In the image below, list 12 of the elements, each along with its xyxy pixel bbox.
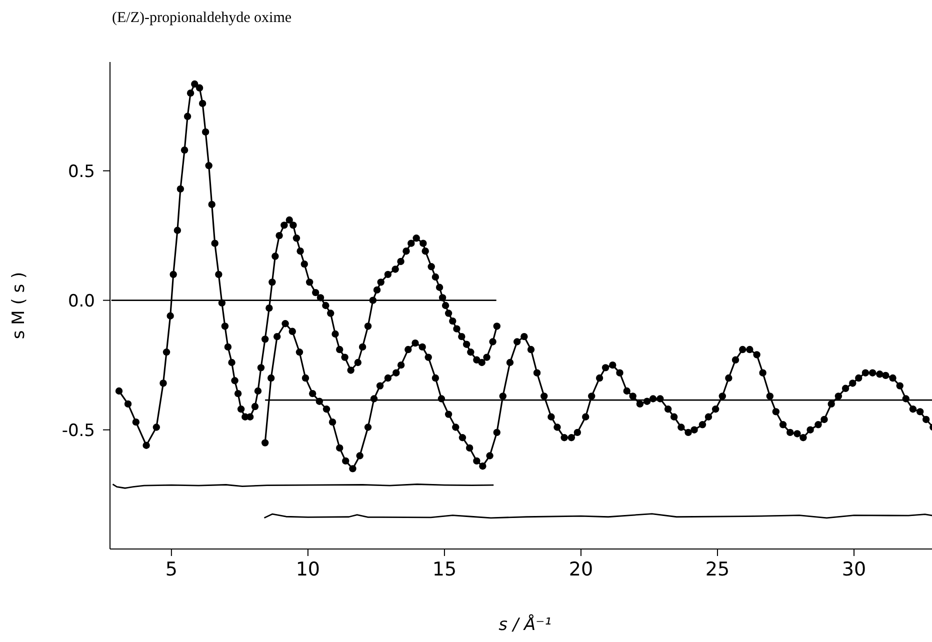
x-tick-label: 5 [165,558,178,580]
y-tick-label: 0.0 [68,291,95,312]
x-axis-title: s / Å⁻¹ [498,614,552,635]
x-tick-label: 30 [842,558,866,580]
x-tick-label: 10 [296,558,320,580]
x-tick-label: 25 [705,558,730,580]
x-tick-label: 15 [432,558,457,580]
y-tick-label: 0.5 [68,162,95,182]
y-tick-label: -0.5 [62,420,95,441]
x-tick-label: 20 [568,558,594,580]
y-axis-title: s M ( s ) [9,272,30,340]
chart-title: (E/Z)-propionaldehyde oxime [112,10,292,27]
